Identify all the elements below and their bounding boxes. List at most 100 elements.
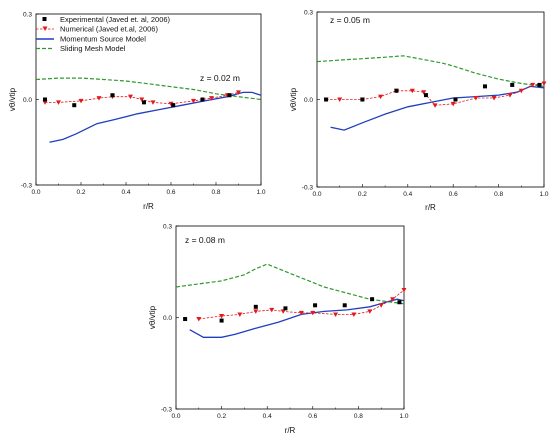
experimental-point: [110, 93, 115, 98]
x-tick-label: 0.8: [211, 189, 220, 196]
numerical-point: [150, 100, 156, 105]
experimental-point: [183, 317, 188, 322]
experimental-point: [43, 97, 47, 102]
legend-label-momentum: Momentum Source Model: [60, 35, 146, 44]
numerical-point: [78, 98, 84, 104]
experimental-point: [171, 103, 176, 108]
numerical-point: [310, 310, 316, 316]
x-axis-label: r/R: [285, 426, 296, 435]
x-axis-label: r/R: [425, 203, 436, 212]
legend-marker-experimental: [42, 17, 47, 21]
y-tick-label: 0.0: [23, 97, 32, 104]
experimental-point: [72, 103, 77, 108]
experimental-point: [397, 300, 402, 305]
series-sliding-line: [35, 77, 262, 101]
experimental-point: [324, 97, 329, 102]
numerical-point: [390, 297, 396, 302]
numerical-point: [196, 317, 202, 322]
panel-z-0.05: 0.0 0.2 0.4 0.6 0.8 1.0-0.30.00.3 z = 0.05 m …: [289, 9, 549, 212]
numerical-point: [378, 303, 384, 308]
numerical-point: [378, 94, 384, 100]
y-tick-label: -0.3: [161, 406, 173, 413]
x-tick-label: 0.6: [166, 189, 175, 196]
numerical-point: [269, 307, 275, 313]
y-axis-label: vθ/vtip: [8, 87, 17, 111]
legend-label-sliding: Sliding Mesh Model: [60, 44, 126, 53]
x-tick-label: 0.6: [308, 413, 317, 420]
y-tick-label: -0.3: [21, 182, 33, 189]
numerical-point: [337, 97, 343, 102]
experimental-point: [482, 84, 487, 89]
panel-label: z = 0.08 m: [185, 235, 225, 245]
numerical-point: [473, 96, 479, 101]
x-tick-label: 0.8: [494, 191, 503, 198]
numerical-point: [253, 309, 259, 314]
experimental-point: [227, 93, 232, 98]
x-tick-label: 1.0: [256, 189, 265, 196]
series-momentum-line: [49, 91, 262, 143]
x-tick-label: 0.6: [449, 191, 458, 198]
numerical-point: [491, 96, 497, 101]
numerical-point: [219, 313, 225, 319]
numerical-point: [280, 309, 286, 314]
series-layer: [316, 55, 547, 131]
panel-label: z = 0.05 m: [330, 15, 370, 25]
numerical-point: [421, 90, 427, 95]
x-tick-label: 0.0: [312, 191, 321, 198]
experimental-point: [370, 297, 375, 302]
series-layer: [35, 77, 262, 143]
panel-z-0.02: 0.0 0.2 0.4 0.6 0.8 1.0-0.30.00.3 z = 0.02 m …: [8, 11, 266, 211]
experimental-point: [423, 93, 428, 98]
x-tick-label: 0.0: [171, 413, 180, 420]
numerical-point: [541, 81, 547, 86]
numerical-point: [128, 94, 133, 100]
experimental-point: [253, 304, 258, 309]
numerical-point: [237, 312, 243, 317]
x-tick-label: 1.0: [399, 413, 408, 420]
numerical-point: [518, 88, 524, 94]
y-tick-label: 0.3: [163, 223, 172, 230]
numerical-point: [351, 312, 357, 317]
y-tick-label: 0.0: [304, 97, 313, 104]
x-axis-label: r/R: [143, 202, 154, 211]
axis-ticks: 0.0 0.2 0.4 0.6 0.8 1.0-0.30.00.3: [161, 223, 409, 420]
numerical-point: [530, 82, 536, 88]
x-tick-label: 0.2: [76, 189, 85, 196]
numerical-point: [236, 90, 241, 95]
series-layer: [175, 263, 407, 338]
numerical-point: [209, 96, 214, 101]
experimental-point: [313, 303, 318, 308]
numerical-point: [96, 96, 102, 101]
numerical-point: [191, 98, 196, 104]
x-tick-label: 0.8: [354, 413, 363, 420]
series-momentum-line: [330, 85, 545, 131]
x-tick-label: 0.2: [358, 191, 367, 198]
axis-ticks: 0.0 0.2 0.4 0.6 0.8 1.0-0.30.00.3: [302, 9, 549, 198]
y-axis-label: vθ/vtip: [148, 305, 157, 329]
series-momentum-line: [189, 298, 405, 338]
axis-ticks: 0.0 0.2 0.4 0.6 0.8 1.0-0.30.00.3: [21, 11, 266, 196]
x-tick-label: 1.0: [539, 191, 548, 198]
numerical-point: [432, 103, 438, 108]
panel-label: z = 0.02 m: [200, 73, 240, 83]
numerical-point: [333, 312, 339, 317]
experimental-point: [219, 318, 224, 323]
plot-frame: [175, 225, 405, 410]
experimental-point: [537, 82, 542, 87]
y-axis-label: vθ/vtip: [289, 87, 298, 111]
x-tick-label: 0.2: [217, 413, 226, 420]
numerical-point: [56, 100, 61, 105]
y-tick-label: 0.3: [304, 9, 313, 16]
series-sliding-line: [175, 263, 405, 305]
experimental-point: [510, 82, 515, 87]
legend-label-experimental: Experimental (Javed et. al, 2006): [60, 15, 171, 24]
series-sliding-line: [316, 55, 545, 87]
x-tick-label: 0.4: [121, 189, 130, 196]
legend: Experimental (Javed et. al, 2006) Numeri…: [36, 15, 171, 53]
numerical-point: [367, 309, 373, 314]
experimental-point: [453, 97, 458, 102]
numerical-point: [450, 101, 456, 107]
numerical-point: [409, 88, 415, 94]
legend-label-numerical: Numerical (Javed et.al, 2006): [60, 25, 158, 34]
y-tick-label: 0.0: [163, 315, 172, 322]
